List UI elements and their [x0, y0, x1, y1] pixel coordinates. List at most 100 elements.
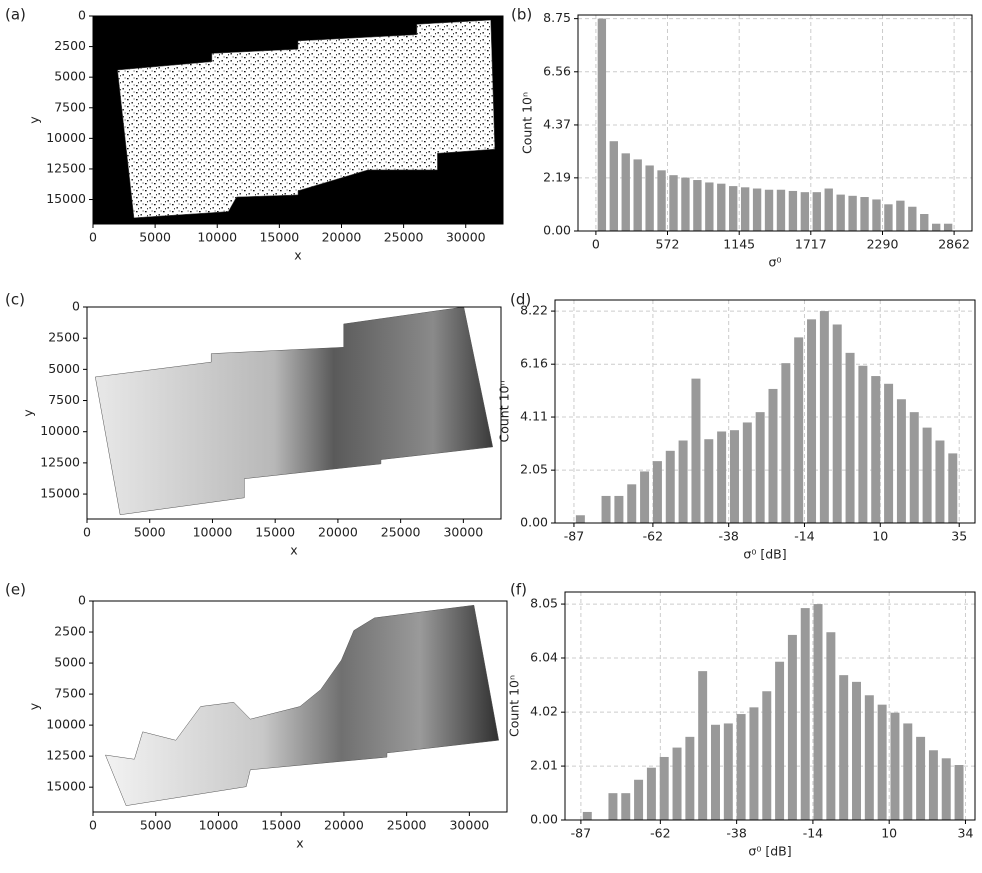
y-tick-label: 0: [78, 8, 86, 23]
bar: [932, 223, 941, 231]
bar: [698, 671, 708, 820]
y-tick-label: 7500: [48, 392, 80, 407]
y-tick-label: 8.22: [520, 303, 548, 318]
x-tick-label: 1717: [795, 237, 827, 252]
x-tick-label: 10000: [193, 525, 233, 540]
x-axis-label: σ⁰: [769, 255, 782, 270]
x-tick-label: -87: [571, 826, 591, 841]
x-tick-label: -62: [643, 529, 663, 544]
y-tick-label: 7500: [54, 99, 86, 114]
y-tick-label: 4.37: [543, 116, 571, 131]
x-tick-label: 0: [89, 230, 97, 245]
y-tick-label: 4.02: [530, 704, 558, 719]
y-tick-label: 0.00: [530, 812, 558, 827]
y-tick-label: 12500: [46, 748, 86, 763]
x-tick-label: 20000: [322, 230, 362, 245]
bar: [645, 165, 654, 231]
x-tick-label: 10000: [197, 230, 237, 245]
x-tick-label: 5000: [140, 818, 172, 833]
x-axis-label: σ⁰ [dB]: [748, 844, 791, 859]
bar: [669, 175, 678, 231]
x-tick-label: 35: [951, 529, 967, 544]
panel: (f) -87 -62 -38 -14 10 34 0.00 2.01 4.02 6.04 8.05 σ…: [507, 581, 976, 859]
bar: [736, 714, 746, 820]
x-axis-label: σ⁰ [dB]: [743, 547, 786, 562]
bar: [781, 363, 791, 523]
bar: [864, 695, 874, 820]
y-tick-label: 10000: [40, 423, 80, 438]
bar: [812, 192, 821, 231]
bar: [800, 608, 810, 820]
bar: [794, 337, 804, 523]
bar: [896, 399, 906, 523]
bar: [717, 183, 726, 231]
x-tick-label: -14: [803, 826, 823, 841]
bar: [633, 159, 642, 231]
y-tick-label: 10000: [46, 130, 86, 145]
panel: (b) 0 572 1145 1717 2290 2862 0.00 2.19 4.37 6.56 8…: [511, 6, 973, 270]
x-tick-label: 10: [881, 826, 897, 841]
x-tick-label: 2862: [938, 237, 970, 252]
y-tick-label: 6.56: [543, 63, 571, 78]
y-tick-label: 15000: [40, 486, 80, 501]
x-tick-label: 572: [656, 237, 680, 252]
bar: [896, 200, 905, 231]
panel-label: (c): [5, 291, 25, 309]
panel-label: (f): [510, 581, 527, 599]
bar: [839, 675, 849, 820]
panel: (e) 0 5000 10000 15000 20000 25000 30000 0 2500 50…: [5, 581, 508, 851]
x-tick-label: 25000: [381, 525, 421, 540]
bar: [871, 376, 881, 523]
x-axis-label: x: [290, 543, 297, 558]
panel-label: (b): [511, 6, 532, 24]
panel-label: (d): [510, 291, 531, 309]
bar: [582, 811, 592, 820]
bar: [762, 691, 772, 820]
y-tick-label: 6.16: [520, 356, 548, 371]
bar: [908, 206, 917, 231]
bar: [884, 383, 894, 523]
y-tick-label: 6.04: [530, 649, 558, 664]
bar: [672, 747, 682, 820]
x-tick-label: 0: [89, 818, 97, 833]
y-axis-label: Count 10ⁿ: [497, 380, 512, 442]
y-tick-label: 0: [72, 299, 80, 314]
image-footprint: [94, 306, 494, 516]
bar: [845, 352, 855, 523]
y-tick-label: 12500: [46, 160, 86, 175]
bar: [776, 189, 786, 231]
x-tick-label: -38: [718, 529, 738, 544]
bar: [659, 756, 669, 820]
x-tick-label: 10: [872, 529, 888, 544]
bar: [890, 712, 900, 820]
x-tick-label: 30000: [446, 230, 486, 245]
y-tick-label: 2500: [54, 624, 86, 639]
bar: [640, 471, 650, 523]
x-tick-label: -14: [794, 529, 814, 544]
x-tick-label: 2290: [867, 237, 899, 252]
x-tick-label: 0: [592, 237, 600, 252]
bar: [916, 736, 926, 820]
x-tick-label: 5000: [139, 230, 171, 245]
bar: [634, 779, 644, 820]
axes-frame: [92, 600, 508, 813]
x-tick-label: -62: [650, 826, 670, 841]
x-tick-label: 5000: [134, 525, 166, 540]
bar: [764, 189, 774, 231]
x-tick-label: 15000: [255, 525, 295, 540]
y-axis-label: Count 10ⁿ: [507, 675, 522, 737]
bar: [787, 634, 797, 820]
bar: [749, 707, 759, 820]
axes-frame: [554, 299, 976, 524]
bar: [729, 186, 738, 231]
bar: [800, 192, 810, 231]
x-tick-label: 15000: [259, 230, 299, 245]
image-footprint: [105, 604, 500, 806]
bar: [909, 412, 919, 523]
bar: [740, 187, 750, 231]
image-footprint: [117, 19, 496, 219]
bar: [928, 750, 938, 820]
x-tick-label: 20000: [324, 818, 364, 833]
x-tick-label: 10000: [199, 818, 239, 833]
bar: [852, 681, 861, 820]
